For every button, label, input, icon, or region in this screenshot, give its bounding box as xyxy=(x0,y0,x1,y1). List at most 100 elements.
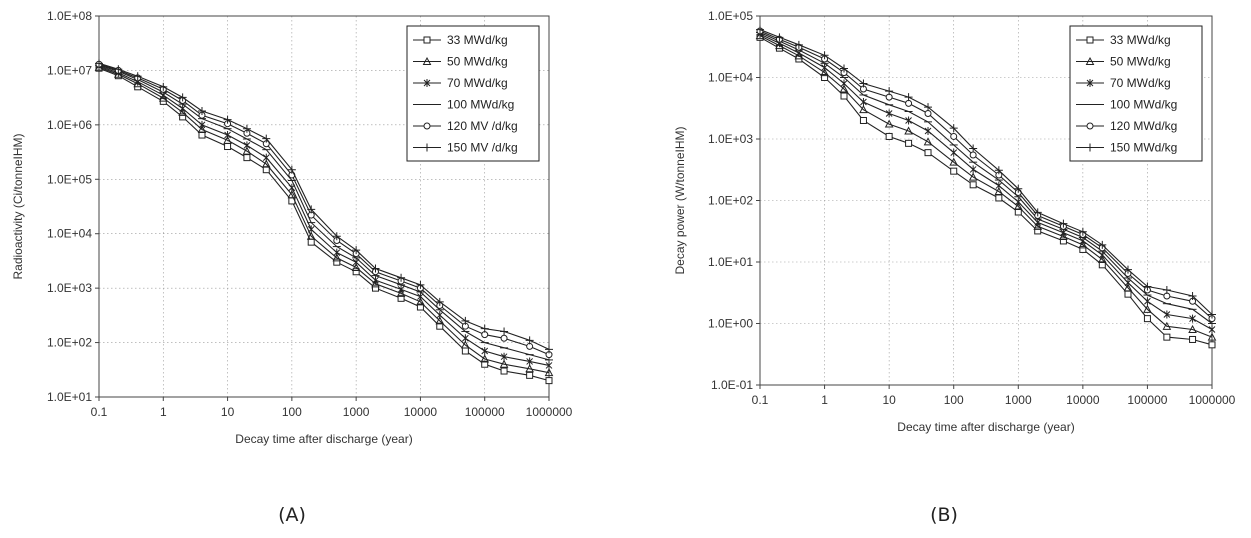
data-point xyxy=(969,151,977,159)
x-tick-label: 10 xyxy=(882,393,896,407)
data-point xyxy=(905,139,913,147)
legend-box xyxy=(406,25,540,162)
y-tick-label: 1.0E+07 xyxy=(47,63,92,77)
y-tick-label: 1.0E+03 xyxy=(47,281,92,295)
data-point xyxy=(1013,201,1023,210)
data-point xyxy=(333,248,341,257)
data-point xyxy=(1208,341,1216,349)
y-tick-label: 1.0E+04 xyxy=(47,227,92,241)
legend-marker xyxy=(423,79,431,87)
data-point xyxy=(1144,297,1151,306)
data-point xyxy=(461,316,470,325)
data-point xyxy=(461,340,470,349)
data-point xyxy=(332,253,342,262)
data-point xyxy=(287,190,297,199)
data-point xyxy=(756,25,764,34)
data-point xyxy=(243,141,251,150)
data-point xyxy=(1033,221,1043,230)
data-point xyxy=(905,116,912,125)
data-point xyxy=(544,368,554,377)
data-point xyxy=(1014,184,1023,193)
data-point xyxy=(1059,219,1068,228)
data-point xyxy=(1188,292,1197,300)
data-point xyxy=(500,327,509,336)
data-point xyxy=(949,124,958,133)
data-point xyxy=(923,137,933,146)
data-point xyxy=(371,279,380,288)
data-point xyxy=(1143,315,1151,323)
data-point xyxy=(994,186,1004,196)
data-point xyxy=(794,51,804,60)
data-point xyxy=(287,165,296,174)
data-point xyxy=(840,79,848,88)
series-3 xyxy=(756,29,1216,334)
series-line xyxy=(98,67,550,382)
data-point xyxy=(904,93,913,102)
data-point xyxy=(178,93,187,102)
data-point xyxy=(197,124,207,134)
data-point xyxy=(416,297,425,306)
data-point xyxy=(500,334,508,342)
data-point xyxy=(840,64,849,73)
data-point xyxy=(179,113,187,121)
series-line xyxy=(759,31,1213,324)
data-point xyxy=(416,303,424,311)
chart-a-radioactivity: 0.1 1 10 100 1000 10000 100000 1000000 1.0E+01 1.… xyxy=(11,9,573,446)
data-point xyxy=(179,104,186,113)
data-point xyxy=(197,106,206,115)
data-point xyxy=(1208,325,1216,334)
legend-entry: 50 MWd/kg xyxy=(1110,55,1171,69)
series-line xyxy=(759,36,1213,346)
y-tick-label: 1.0E+02 xyxy=(708,194,753,208)
data-point xyxy=(480,324,489,333)
data-point xyxy=(1143,304,1152,313)
data-point xyxy=(223,135,232,144)
data-point xyxy=(436,322,444,330)
data-point xyxy=(950,148,958,157)
series-line xyxy=(98,62,550,350)
data-point xyxy=(775,33,784,42)
y-tick-label: 1.0E+06 xyxy=(47,118,92,132)
data-point xyxy=(397,294,405,302)
data-point xyxy=(352,246,361,255)
y-tick-label: 1.0E-01 xyxy=(711,378,753,392)
data-point xyxy=(352,268,360,276)
y-tick-label: 1.0E+00 xyxy=(708,317,753,331)
series-line xyxy=(759,35,1213,338)
legend-marker xyxy=(1086,36,1094,44)
series-line xyxy=(759,33,1213,330)
x-tick-label: 1000 xyxy=(343,405,370,419)
data-point xyxy=(332,232,341,241)
data-point xyxy=(461,347,469,355)
legend-marker xyxy=(422,56,432,65)
data-point xyxy=(481,360,489,368)
series-line xyxy=(759,29,1213,315)
series-line xyxy=(98,63,550,356)
y-tick-label: 1.0E+04 xyxy=(708,71,753,85)
data-point xyxy=(351,262,361,271)
y-tick-label: 1.0E+03 xyxy=(708,132,753,146)
y-tick-label: 1.0E+02 xyxy=(47,336,92,350)
data-point xyxy=(905,99,913,107)
data-point xyxy=(1162,321,1172,330)
legend-entry: 70 MWd/kg xyxy=(1110,76,1171,90)
data-point xyxy=(435,316,445,325)
data-point xyxy=(820,51,829,60)
data-point xyxy=(949,157,959,166)
data-point xyxy=(262,153,270,162)
data-point xyxy=(500,352,508,361)
data-point xyxy=(307,238,315,246)
data-point xyxy=(1034,227,1042,235)
data-point xyxy=(821,63,828,72)
data-point xyxy=(242,124,251,133)
legend-entry: 150 MV /d/kg xyxy=(447,141,518,155)
legend-entry: 50 MWd/kg xyxy=(447,55,508,69)
data-point xyxy=(178,107,187,116)
data-point xyxy=(306,231,316,240)
data-point xyxy=(95,59,103,68)
data-point xyxy=(884,119,894,128)
data-point xyxy=(397,285,405,294)
y-tick-label: 1.0E+05 xyxy=(47,172,92,186)
data-point xyxy=(885,132,893,140)
x-tick-label: 10000 xyxy=(404,405,438,419)
